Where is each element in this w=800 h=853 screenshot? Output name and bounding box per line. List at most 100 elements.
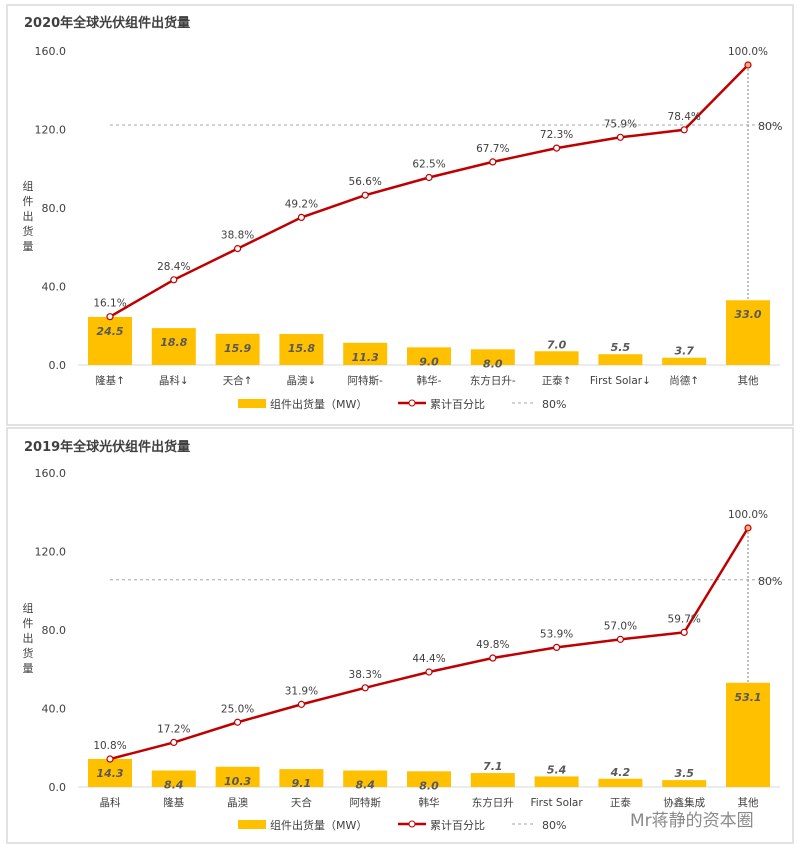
bar <box>343 770 388 787</box>
y-tick-label: 120.0 <box>35 546 67 559</box>
line-value-label: 57.0% <box>604 620 637 632</box>
bar <box>215 333 260 365</box>
x-tick-label: 东方日升- <box>470 374 516 387</box>
x-tick-label: First Solar <box>530 797 583 809</box>
line-value-label: 17.2% <box>157 723 190 735</box>
y-axis-label-char: 货 <box>23 224 34 238</box>
bar-value-label: 15.8 <box>288 342 315 355</box>
bar <box>343 342 388 365</box>
bar-value-label: 10.3 <box>224 775 251 788</box>
bar <box>279 333 324 365</box>
bar-value-label: 24.5 <box>96 325 123 338</box>
line-value-label: 16.1% <box>93 298 126 310</box>
x-tick-label: 阿特斯 <box>349 796 381 809</box>
bar-value-label: 8.4 <box>355 779 375 792</box>
line-point <box>297 213 305 221</box>
bar-value-label: 33.0 <box>734 308 761 321</box>
line-point <box>489 158 497 166</box>
line-value-label: 72.3% <box>540 129 573 141</box>
x-tick-label: 韩华- <box>417 374 442 387</box>
x-tick-label: 隆基↑ <box>95 374 125 387</box>
y-axis-label-char: 组 <box>23 601 34 615</box>
line-value-label: 38.8% <box>221 230 254 242</box>
x-tick-label: 阿特斯- <box>348 374 383 387</box>
reference-label: 80% <box>758 120 782 133</box>
line-point <box>552 144 561 152</box>
bar-value-label: 5.5 <box>611 341 631 354</box>
line-value-label: 31.9% <box>285 685 318 697</box>
bar-value-label: 14.3 <box>96 767 123 780</box>
legend-bar-swatch <box>238 820 266 829</box>
legend-line-marker <box>408 820 416 828</box>
x-tick-label: 韩华 <box>419 796 440 809</box>
y-axis-label-char: 量 <box>23 240 34 253</box>
x-tick-label: 尚德↑ <box>669 374 699 387</box>
bar <box>662 780 707 787</box>
line-point <box>361 191 369 199</box>
legend-bar-label: 组件出货量（MW） <box>270 397 367 411</box>
line-value-label: 59.7% <box>668 613 701 625</box>
line-value-label: 53.9% <box>540 628 573 640</box>
bar-value-label: 53.1 <box>734 691 761 704</box>
bar-value-label: 9.0 <box>419 355 439 368</box>
y-axis-label-char: 组 <box>23 179 34 193</box>
legend-line-marker <box>408 399 416 407</box>
legend-bar-swatch <box>238 399 266 408</box>
watermark: Mr蒋静的资本圈 <box>630 811 754 831</box>
line-point <box>234 245 242 253</box>
line-point <box>170 276 178 284</box>
bar-value-label: 7.1 <box>483 760 503 773</box>
line-value-label: 10.8% <box>93 740 126 752</box>
line-point <box>106 755 114 763</box>
y-tick-label: 160.0 <box>35 467 67 480</box>
line-point <box>744 524 752 532</box>
x-tick-label: 晶科↓ <box>159 374 189 387</box>
x-tick-label: First Solar↓ <box>590 375 651 387</box>
x-tick-label: 隆基 <box>163 796 184 809</box>
line-value-label: 100.0% <box>728 509 768 521</box>
chart-title: 2020年全球光伏组件出货量 <box>24 15 190 31</box>
bar-value-label: 15.9 <box>224 342 251 355</box>
bar <box>470 349 515 365</box>
x-tick-label: 晶澳↓ <box>286 374 316 387</box>
bar <box>726 682 770 787</box>
bar <box>470 773 515 787</box>
line-value-label: 49.2% <box>285 198 318 210</box>
line-point <box>297 700 305 708</box>
y-tick-label: 0.0 <box>49 781 67 794</box>
line-value-label: 44.4% <box>412 653 445 665</box>
y-tick-label: 80.0 <box>42 202 67 215</box>
bar-value-label: 9.1 <box>292 777 312 790</box>
bar <box>88 316 132 365</box>
legend-line-label: 累计百分比 <box>430 819 485 832</box>
x-tick-label: 晶澳 <box>227 796 248 809</box>
chart-1: 2019年全球光伏组件出货量 0.0 40.0 80.0 120.0 160.0 组件出货量… <box>6 427 794 844</box>
x-tick-label: 正泰↑ <box>542 374 572 387</box>
bar <box>534 776 579 787</box>
line-value-label: 49.8% <box>476 639 509 651</box>
line-value-label: 56.6% <box>349 176 382 188</box>
y-axis-label-char: 出 <box>23 209 34 223</box>
y-axis-label-char: 货 <box>23 646 34 660</box>
bar <box>407 347 451 365</box>
line-value-label: 62.5% <box>412 159 445 171</box>
line-point <box>680 628 688 636</box>
line-point <box>106 313 114 321</box>
y-tick-label: 40.0 <box>42 703 67 716</box>
bar-value-label: 11.3 <box>352 351 379 364</box>
bar-value-label: 3.5 <box>674 767 694 780</box>
line-value-label: 67.7% <box>476 143 509 155</box>
line-point <box>361 684 369 692</box>
y-axis-label-char: 量 <box>23 662 34 675</box>
line-value-label: 75.9% <box>604 118 637 130</box>
line-value-label: 25.0% <box>221 703 254 715</box>
bar <box>598 778 643 787</box>
line-value-label: 38.3% <box>349 669 382 681</box>
bar <box>407 771 451 787</box>
y-tick-label: 80.0 <box>42 624 67 637</box>
line-point <box>170 738 178 747</box>
bar-value-label: 18.8 <box>160 336 187 349</box>
bar <box>279 769 324 787</box>
bar <box>151 770 196 787</box>
line-value-label: 78.4% <box>668 111 701 123</box>
